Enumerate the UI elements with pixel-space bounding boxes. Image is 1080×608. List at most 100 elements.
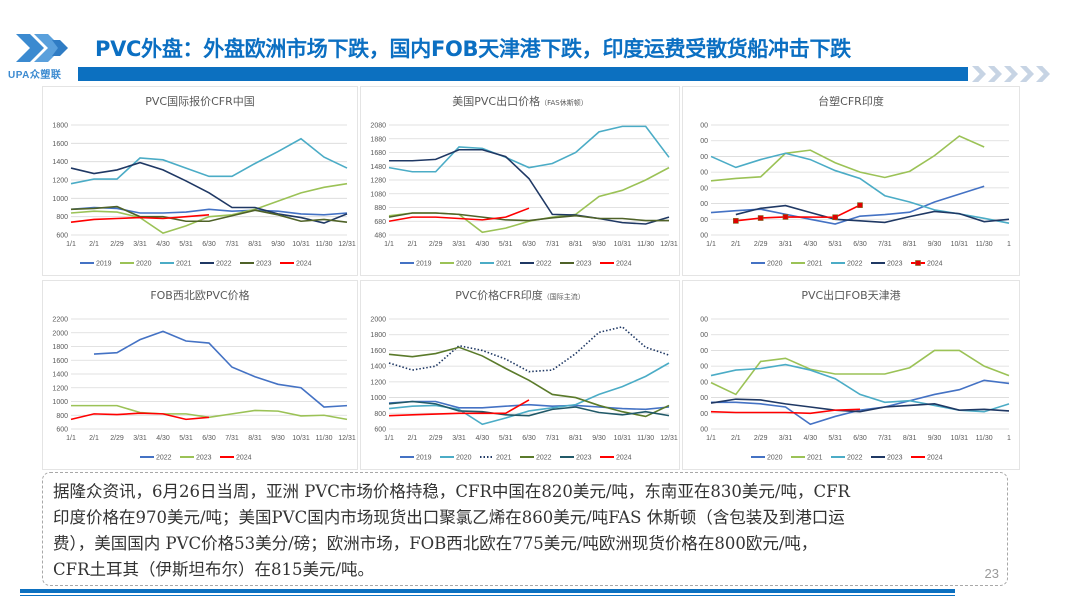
y-tick-label: 1000 [52,399,68,406]
x-tick-label: 7/31 [878,435,892,442]
x-tick-label: 1/1 [706,241,716,248]
series-line-2021 [388,125,670,173]
x-tick-label: 8/31 [569,435,583,442]
legend-label: 2020 [767,455,783,462]
y-tick-label: 1000 [370,395,386,402]
x-tick-label: 10/31 [292,435,310,442]
legend-label: 2023 [576,261,592,268]
summary-line: 费），美国国内 PVC价格53美分/磅；欧洲市场，FOB西北欧在775美元/吨欧… [53,534,818,553]
x-tick-label: 1 [1007,435,1011,442]
x-tick-label: 10/31 [614,435,632,442]
chevron-decoration-icon [1020,66,1034,82]
x-tick-label: 9/30 [271,435,285,442]
y-tick-label: 2000 [370,317,386,324]
x-tick-label: 2/1 [731,241,741,248]
series-line-2024 [70,412,210,421]
chart-fob-tianjin: PVC出口FOB天津港 00 00 00 00 00 00 00 00 1/1 2/1 2/29 3/3… [682,280,1020,470]
legend-label: 2019 [96,261,112,268]
x-tick-label: 3/31 [133,435,147,442]
x-tick-label: 3/31 [133,241,147,248]
series-line-2024 [735,204,861,222]
y-tick-label: 00 [700,138,708,145]
x-tick-label: 6/30 [522,435,536,442]
x-tick-label: 2/1 [407,241,417,248]
chevron-decoration-icon [1036,66,1050,82]
legend-label: 2020 [136,261,152,268]
y-tick-label: 800 [374,411,386,418]
y-tick-label: 800 [56,413,68,420]
series-line-2023 [388,212,669,222]
legend-label: 2023 [576,455,592,462]
x-tick-label: 10/31 [292,241,310,248]
x-tick-label: 6/30 [853,241,867,248]
series-line-2023 [70,205,348,223]
series-line-2022 [389,148,670,225]
series-line-2019 [70,206,348,216]
legend-label: 2024 [296,261,312,268]
legend-label: 2022 [156,455,172,462]
chart-svg: 美国PVC出口价格（FAS休斯顿） 480 680 880 1080 1280 1480 16… [370,94,677,268]
x-tick-label: 7/31 [546,241,560,248]
series-line-2019 [388,400,670,411]
series-marker-2024 [832,214,838,221]
upa-logo: UPA众塑联 [8,30,78,84]
x-tick-label: 1/1 [384,241,394,248]
footer-bar [20,589,955,593]
chart-title: 美国PVC出口价格（FAS休斯顿） [452,94,587,108]
footer-line [20,595,955,596]
x-tick-label: 10/31 [951,241,969,248]
x-tick-label: 2/29 [429,435,443,442]
chart-svg: PVC价格CFR印度（国际主流） 600 800 1000 1200 1400 1600 18… [370,288,677,462]
x-tick-label: 2/29 [754,435,768,442]
x-tick-label: 2/1 [407,435,417,442]
x-tick-label: 5/31 [499,435,513,442]
y-tick-label: 1800 [52,344,68,351]
x-tick-label: 10/31 [951,435,969,442]
y-tick-label: 2200 [52,317,68,324]
chart-svg: PVC国际报价CFR中国 600 800 1000 1200 1400 1600 1800 1/… [52,94,356,268]
x-tick-label: 1/1 [66,435,76,442]
series-line-2024 [388,207,530,223]
x-tick-label: 8/31 [903,435,917,442]
x-tick-label: 4/30 [804,241,818,248]
y-tick-label: 1800 [52,123,68,130]
legend-label: 2024 [616,455,632,462]
y-tick-label: 00 [700,379,708,386]
y-tick-label: 880 [374,205,386,212]
chart-fob-nw-europe: FOB西北欧PVC价格 600 800 1000 1200 1400 1600 1800 200… [42,280,358,470]
x-tick-label: 12/31 [338,241,356,248]
x-tick-label: 1 [1007,241,1011,248]
x-tick-label: 5/31 [499,241,513,248]
y-tick-label: 480 [374,233,386,240]
y-tick-label: 1200 [52,385,68,392]
y-tick-label: 00 [700,317,708,324]
legend-label: 2021 [176,261,192,268]
y-tick-label: 800 [56,214,68,221]
legend-label: 2022 [536,455,552,462]
logo-text: UPA众塑联 [8,70,62,81]
y-tick-label: 1280 [370,178,386,185]
legend-label: 2024 [927,455,943,462]
x-tick-label: 6/30 [202,241,216,248]
chart-cfr-china: PVC国际报价CFR中国 600 800 1000 1200 1400 1600 1800 1/… [42,86,358,276]
x-tick-label: 4/30 [476,241,490,248]
series-line-2022 [70,161,348,224]
chevron-decoration-icon [972,66,986,82]
x-tick-label: 11/30 [637,435,654,442]
series-line-2023 [735,204,1010,224]
x-tick-label: 3/31 [779,435,793,442]
y-tick-label: 00 [700,233,708,240]
legend-label: 2023 [887,261,903,268]
series-line-2024 [710,408,861,415]
y-tick-label: 00 [700,364,708,371]
summary-line: 印度价格在970美元/吨；美国PVC国内市场现货出口聚氯乙烯在860美元/吨FA… [53,508,845,527]
x-tick-label: 6/30 [202,435,216,442]
y-tick-label: 1200 [370,379,386,386]
x-tick-label: 8/31 [248,241,262,248]
chart-cfr-india: PVC价格CFR印度（国际主流） 600 800 1000 1200 1400 1600 18… [360,280,680,470]
y-tick-label: 00 [700,332,708,339]
series-line-2023 [388,400,670,417]
x-tick-label: 1/1 [384,435,394,442]
series-marker-2024 [757,215,764,221]
